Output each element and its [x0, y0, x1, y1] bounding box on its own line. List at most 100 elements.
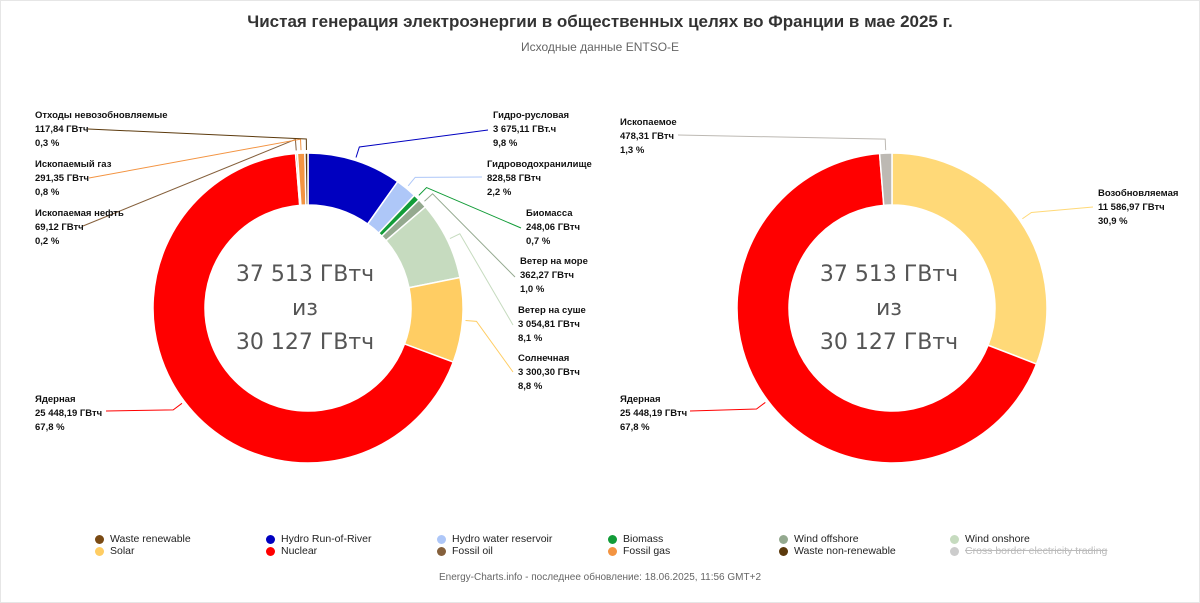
legend-item-waste-non-renewable[interactable]: Waste non-renewable [779, 545, 896, 557]
donut1-slice-7 [152, 152, 455, 464]
donut1-connector-5 [449, 233, 514, 326]
donut1-connector-2 [407, 176, 483, 187]
donut1-label-4-0: Ветер на море [520, 256, 588, 267]
legend-label: Biomass [623, 533, 664, 545]
legend-item-solar[interactable]: Solar [95, 545, 135, 557]
legend-marker [608, 546, 617, 556]
donut1-connector-8 [82, 138, 297, 227]
donut2-label-0-1: 11 586,97 ГВтч [1098, 202, 1165, 213]
donut1-connector-1 [355, 129, 489, 158]
legend-label: Solar [110, 545, 135, 557]
donut2-slice-1 [736, 152, 1038, 464]
donut1-slice-10 [304, 152, 309, 206]
donut2-label-0-0: Возобновляемая [1098, 188, 1178, 199]
donut2-center-text-1: из [876, 296, 902, 321]
donut1-label-1-2: 9,8 % [493, 138, 518, 149]
donut1-connector-10 [87, 128, 307, 151]
legend-marker [779, 546, 788, 556]
legend-marker [266, 534, 275, 544]
donut1-label-10-0: Отходы невозобновляемые [35, 110, 168, 121]
donut2-label-2-1: 478,31 ГВтч [620, 131, 674, 142]
donut1-label-1-1: 3 675,11 ГВт.ч [493, 124, 556, 135]
donut1-connector-7 [105, 402, 183, 412]
donut1-label-4-1: 362,27 ГВтч [520, 270, 574, 281]
donut1-label-3-2: 0,7 % [526, 236, 551, 247]
donut1-label-3-1: 248,06 ГВтч [526, 222, 580, 233]
legend-marker [950, 546, 959, 556]
legend-marker [266, 546, 275, 556]
donut1-label-6-0: Солнечная [518, 353, 569, 364]
donut1-label-7-2: 67,8 % [35, 422, 65, 433]
legend-marker [950, 534, 959, 544]
donut1-label-10-2: 0,3 % [35, 138, 60, 149]
legend-marker [95, 546, 104, 556]
legend-label: Fossil oil [452, 545, 493, 557]
donut1-label-9-2: 0,8 % [35, 187, 60, 198]
legend-label: Cross border electricity trading [965, 545, 1108, 557]
donut1-label-7-1: 25 448,19 ГВтч [35, 408, 102, 419]
donut2-label-1-0: Ядерная [620, 394, 661, 405]
donut1-label-9-0: Ископаемый газ [35, 159, 112, 170]
donut1-connector-4 [424, 193, 516, 278]
donut2-slice-0 [891, 152, 1048, 366]
donut1-label-3-0: Биомасса [526, 208, 573, 219]
legend-item-waste-renewable[interactable]: Waste renewable [95, 533, 191, 545]
legend-item-wind-onshore[interactable]: Wind onshore [950, 533, 1030, 545]
legend-label: Fossil gas [623, 545, 671, 557]
donut2-center-text-0: 37 513 ГВтч [820, 262, 958, 287]
donut1-label-6-2: 8,8 % [518, 381, 543, 392]
donut1-label-7-0: Ядерная [35, 394, 76, 405]
donut1-connector-6 [465, 319, 514, 373]
legend-label: Wind offshore [794, 533, 859, 545]
legend-item-hydro-water-reservoir[interactable]: Hydro water reservoir [437, 533, 552, 545]
donut1-label-10-1: 117,84 ГВтч [35, 124, 88, 135]
legend-label: Hydro water reservoir [452, 533, 553, 545]
chart-title: Чистая генерация электроэнергии в общест… [247, 12, 953, 31]
donut1-label-6-1: 3 300,30 ГВтч [518, 367, 580, 378]
donut2-connector-1 [689, 402, 766, 412]
donut1-center-text-0: 37 513 ГВтч [236, 262, 374, 287]
legend-label: Waste non-renewable [794, 545, 896, 557]
legend-marker [779, 534, 788, 544]
legend-label: Hydro Run-of-River [281, 533, 372, 545]
donut1-connector-3 [418, 186, 522, 229]
donut1-center-text-2: 30 127 ГВтч [236, 330, 374, 355]
legend-marker [95, 534, 104, 544]
legend-item-fossil-gas[interactable]: Fossil gas [608, 545, 670, 557]
donut2-center-text-2: 30 127 ГВтч [820, 330, 958, 355]
legend-label: Wind onshore [965, 533, 1030, 545]
donut1-label-8-0: Ископаемая нефть [35, 208, 124, 219]
donut2-label-2-2: 1,3 % [620, 145, 645, 156]
legend-item-fossil-oil[interactable]: Fossil oil [437, 545, 493, 557]
donut1-label-5-1: 3 054,81 ГВтч [518, 319, 580, 330]
legend-marker [608, 534, 617, 544]
legend-marker [437, 546, 446, 556]
legend-item-nuclear[interactable]: Nuclear [266, 545, 317, 557]
legend-label: Nuclear [281, 545, 318, 557]
legend-label: Waste renewable [110, 533, 191, 545]
donut1-label-2-0: Гидроводохранилище [487, 159, 592, 170]
donut1-label-5-0: Ветер на суше [518, 305, 586, 316]
donut2-connector-0 [1022, 206, 1094, 220]
donut2-connector-2 [677, 134, 887, 151]
legend-item-hydro-run-of-river[interactable]: Hydro Run-of-River [266, 533, 371, 545]
donut2-label-1-2: 67,8 % [620, 422, 650, 433]
donut-charts: Гидро-русловая 3 675,11 ГВт.ч 9,8 % Гидрово… [35, 110, 1178, 464]
donut2-label-0-2: 30,9 % [1098, 216, 1128, 227]
donut1-label-5-2: 8,1 % [518, 333, 543, 344]
legend-item-cross-border-electricity-trading[interactable]: Cross border electricity trading [950, 545, 1107, 557]
legend-item-wind-offshore[interactable]: Wind offshore [779, 533, 859, 545]
donut1-label-9-1: 291,35 ГВтч [35, 173, 89, 184]
donut1-label-2-2: 2,2 % [487, 187, 512, 198]
donut1-label-8-1: 69,12 ГВтч [35, 222, 84, 233]
donut1-label-1-0: Гидро-русловая [493, 110, 569, 121]
donut2-label-2-0: Ископаемое [620, 117, 677, 128]
donut1-label-8-2: 0,2 % [35, 236, 60, 247]
legend-item-biomass[interactable]: Biomass [608, 533, 663, 545]
donut1-label-4-2: 1,0 % [520, 284, 545, 295]
chart-subtitle: Исходные данные ENTSO-E [520, 40, 680, 54]
donut2-slice-2 [878, 152, 893, 207]
legend-marker [437, 534, 446, 544]
donut1-label-2-1: 828,58 ГВтч [487, 173, 541, 184]
donut1-center-text-1: из [292, 296, 318, 321]
